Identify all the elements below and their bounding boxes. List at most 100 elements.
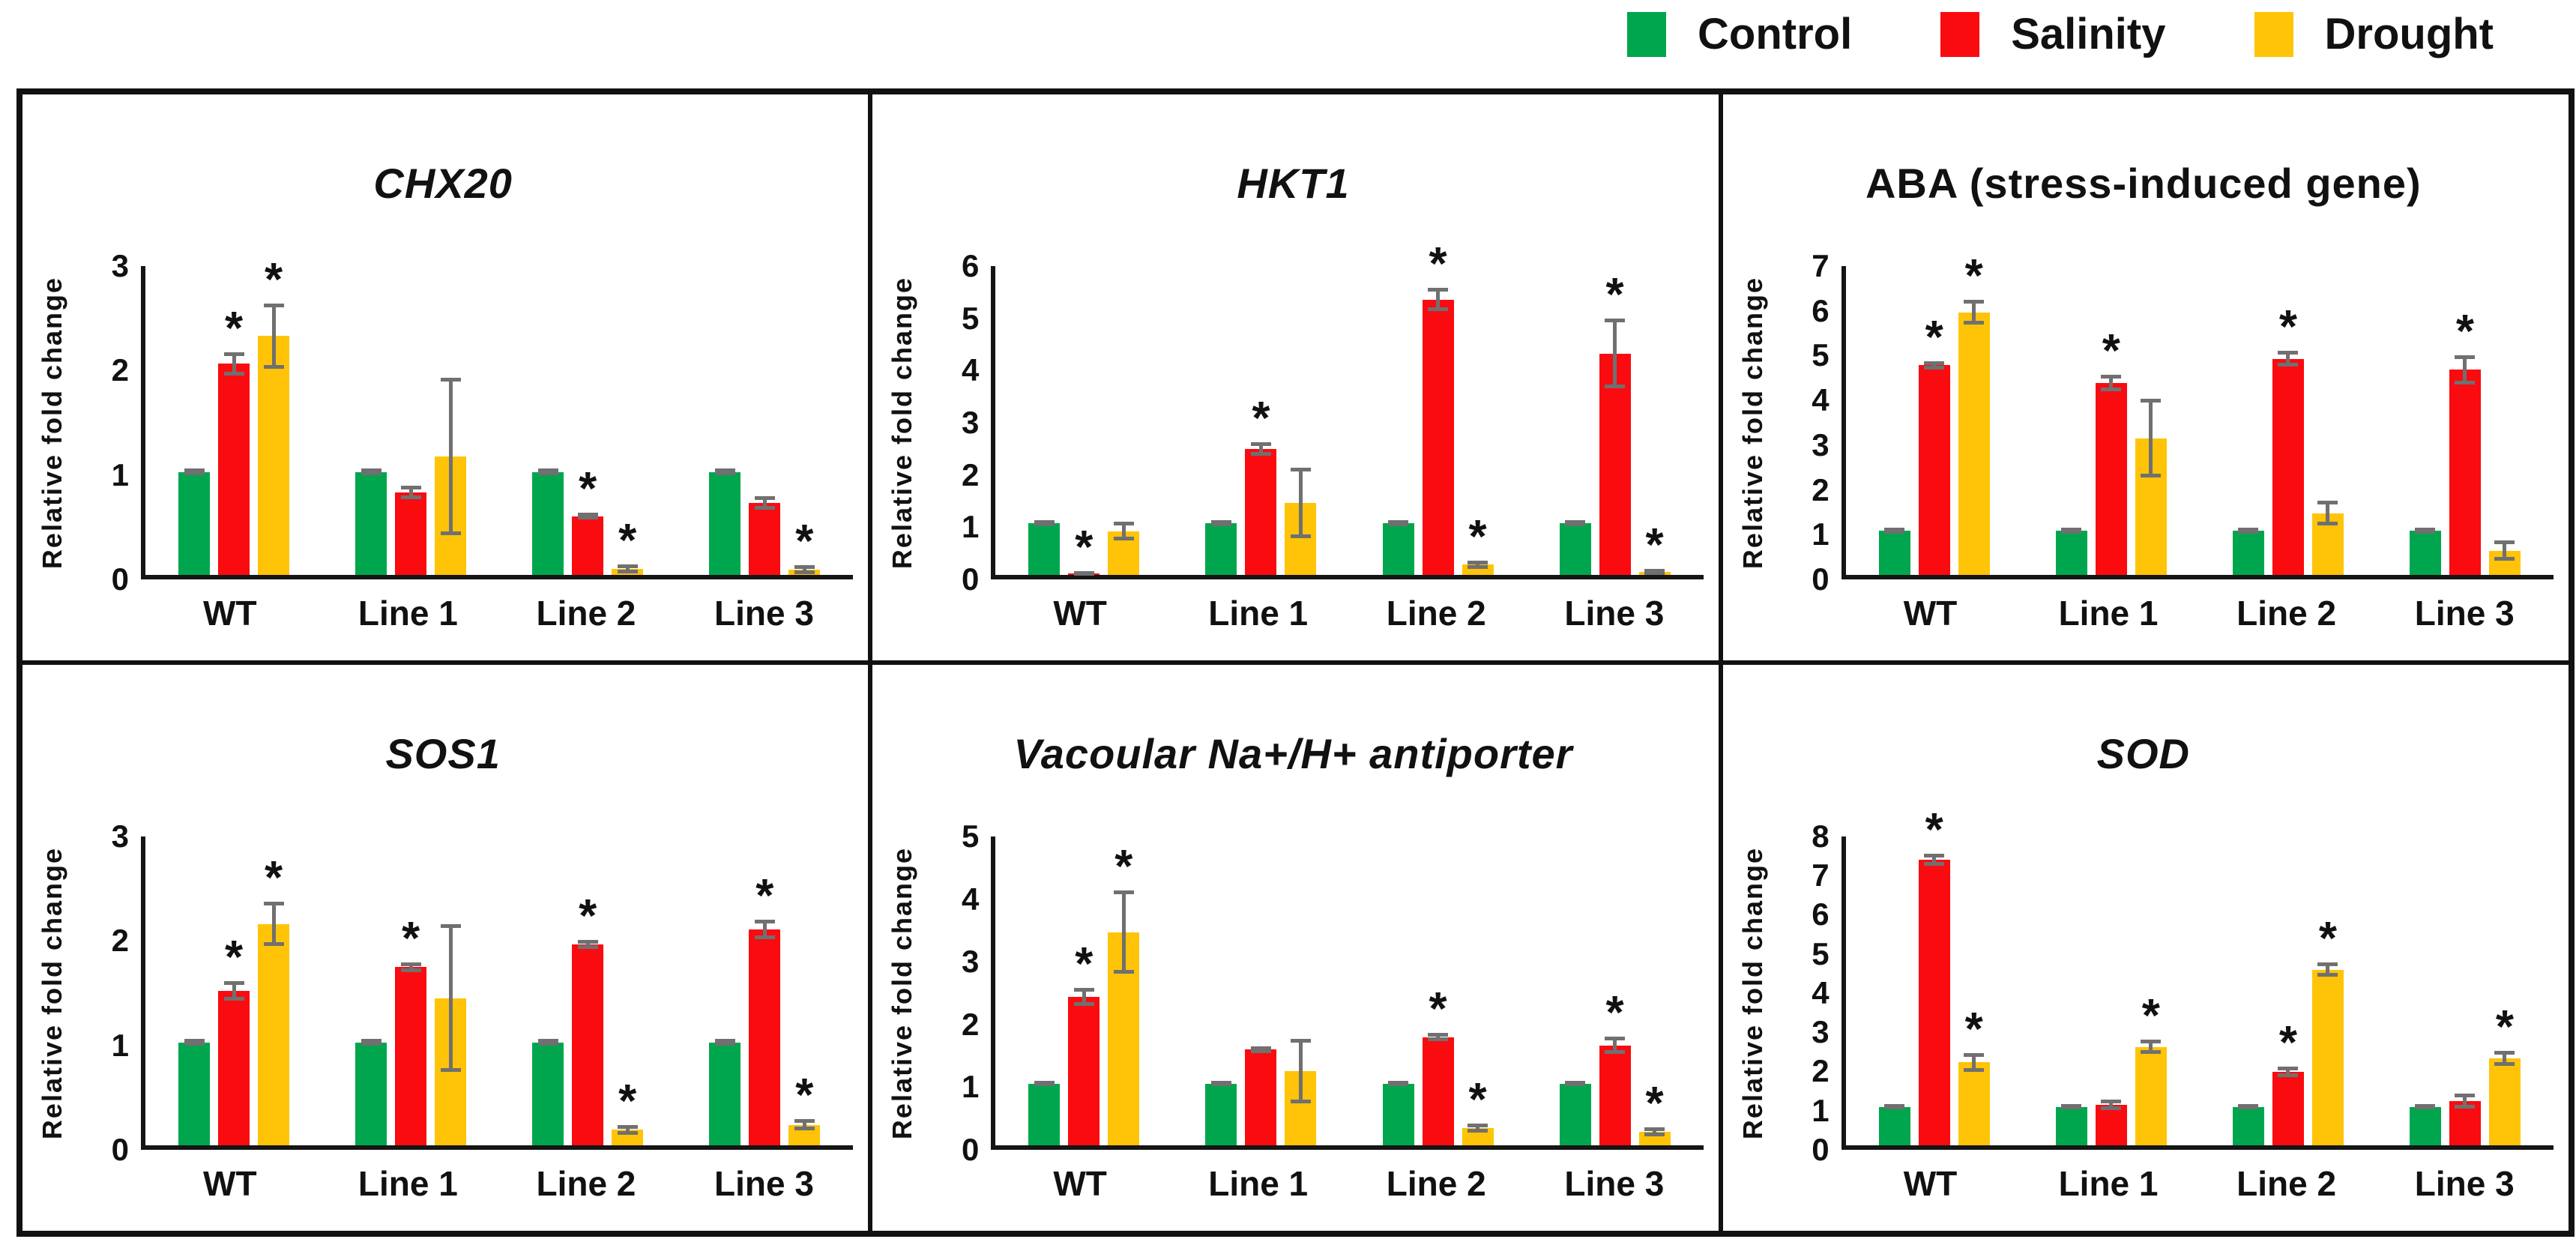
- error-bar-bottom-cap: [361, 471, 381, 476]
- x-category-label-line-1: Line 1: [1208, 594, 1309, 633]
- error-bar-top-cap: [2101, 1099, 2122, 1103]
- error-bar-top-cap: [2494, 540, 2515, 544]
- error-bar-top-cap: [714, 1038, 735, 1043]
- y-tick-label: 5: [961, 818, 980, 854]
- bar-control-wt: [178, 1042, 211, 1145]
- x-category-label-line-2: Line 2: [2236, 1164, 2337, 1203]
- bar-cell: [2232, 266, 2264, 575]
- bar-cell: [1285, 266, 1317, 575]
- error-bar-bottom-cap: [1290, 1100, 1311, 1104]
- bar-cell: [749, 266, 781, 575]
- bar-control-line-1: [355, 471, 387, 575]
- bar-cell: *: [572, 836, 604, 1145]
- error-bar-top-cap: [1388, 520, 1409, 525]
- chart-title: ABA (stress-induced gene): [1865, 159, 2422, 207]
- y-tick-label: 3: [111, 818, 129, 854]
- error-bar-top-cap: [1290, 468, 1311, 472]
- bar-control-line-1: [2055, 1106, 2087, 1145]
- error-bar-bottom-cap: [1924, 365, 1945, 370]
- error-bar: [271, 305, 276, 367]
- error-bar-bottom-cap: [2455, 380, 2476, 385]
- bar-cell: *: [1958, 836, 1990, 1145]
- error-bar: [2503, 1052, 2507, 1064]
- bar-cell: *: [572, 266, 604, 575]
- bar-salinity-line-2: [2272, 1072, 2304, 1145]
- y-tick-label: 2: [1812, 471, 1830, 507]
- bar-cell: *: [1599, 836, 1631, 1145]
- bar-salinity-line-2: [1422, 299, 1454, 575]
- error-bar-bottom-cap: [1644, 1133, 1665, 1136]
- x-category-label-line-1: Line 1: [358, 594, 458, 633]
- error-bar-bottom-cap: [2317, 973, 2338, 977]
- bar-cell: [1205, 266, 1237, 575]
- error-bar: [448, 926, 453, 1070]
- bar-salinity-line-1: [395, 492, 427, 575]
- bar-cell: [2095, 836, 2127, 1145]
- bar-cell: *: [1068, 836, 1100, 1145]
- significance-asterisk: *: [264, 254, 283, 307]
- bar-cell: *: [395, 836, 427, 1145]
- bar-group-wt: *: [995, 266, 1172, 576]
- bar-salinity-line-3: [1599, 1045, 1631, 1145]
- error-bar: [1932, 854, 1937, 865]
- error-bar-top-cap: [223, 352, 244, 356]
- y-tick-label: 2: [961, 1006, 980, 1042]
- significance-asterisk: *: [2141, 989, 2160, 1042]
- bar-salinity-line-2: [572, 944, 604, 1145]
- error-bar-bottom-cap: [184, 471, 205, 476]
- error-bar-bottom-cap: [1428, 307, 1449, 312]
- chart-title: SOS1: [385, 729, 501, 777]
- x-axis-labels: WT Line 1 Line 2 Line 3: [141, 579, 853, 651]
- significance-asterisk: *: [1114, 841, 1133, 893]
- bar-control-line-2: [532, 471, 564, 575]
- bar-cell: *: [749, 836, 781, 1145]
- bar-salinity-line-3: [749, 929, 781, 1145]
- legend-item-salinity: Salinity: [1940, 9, 2166, 59]
- significance-asterisk: *: [1468, 1073, 1487, 1126]
- error-bar: [271, 903, 276, 945]
- y-tick-label: 5: [961, 300, 980, 336]
- error-bar-bottom-cap: [2141, 473, 2162, 477]
- significance-asterisk: *: [1925, 311, 1943, 364]
- error-bar-top-cap: [1884, 1103, 1905, 1108]
- x-category-label-line-3: Line 3: [714, 1164, 814, 1203]
- y-axis: 0 1 2 3 4 5 6 7: [1773, 250, 1841, 594]
- error-bar-bottom-cap: [440, 1067, 461, 1072]
- error-bar-top-cap: [1468, 560, 1488, 564]
- x-axis-labels: WT Line 1 Line 2 Line 3: [991, 1150, 1703, 1222]
- error-bar-bottom-cap: [1290, 534, 1311, 538]
- bar-control-line-3: [709, 471, 741, 575]
- control-swatch-icon: [1627, 11, 1667, 57]
- error-bar-top-cap: [1250, 441, 1271, 446]
- error-bar: [1613, 1037, 1617, 1053]
- x-category-label-line-2: Line 2: [536, 594, 636, 633]
- y-tick-label: 6: [1812, 292, 1830, 328]
- error-bar-bottom-cap: [617, 569, 638, 573]
- bar-cell: [1285, 836, 1317, 1145]
- error-bar-top-cap: [2278, 1066, 2299, 1070]
- error-bar-bottom-cap: [1565, 522, 1586, 527]
- error-bar: [408, 964, 413, 971]
- error-bar-top-cap: [1113, 890, 1134, 895]
- error-bar-bottom-cap: [1113, 536, 1134, 540]
- bar-cell: [2449, 836, 2481, 1145]
- error-bar-top-cap: [1073, 988, 1094, 992]
- x-category-label-line-1: Line 1: [1208, 1164, 1309, 1203]
- significance-asterisk: *: [1075, 521, 1094, 573]
- bar-cell: [1205, 836, 1237, 1145]
- bar-cell: *: [1958, 253, 1990, 575]
- error-bar: [625, 565, 630, 572]
- y-tick-label: 7: [1812, 857, 1830, 893]
- y-tick-label: 1: [961, 1069, 980, 1105]
- bar-drought-line-1: [2135, 1046, 2167, 1145]
- error-bar: [2326, 963, 2330, 976]
- bar-cell: [1382, 836, 1414, 1145]
- y-tick-label: 5: [1812, 935, 1830, 971]
- error-bar-top-cap: [2238, 1103, 2259, 1108]
- bar-control-line-2: [1382, 1083, 1414, 1145]
- y-tick-label: 1: [961, 509, 980, 545]
- bar-cell: [709, 836, 741, 1145]
- chart-title: SOD: [2096, 729, 2190, 777]
